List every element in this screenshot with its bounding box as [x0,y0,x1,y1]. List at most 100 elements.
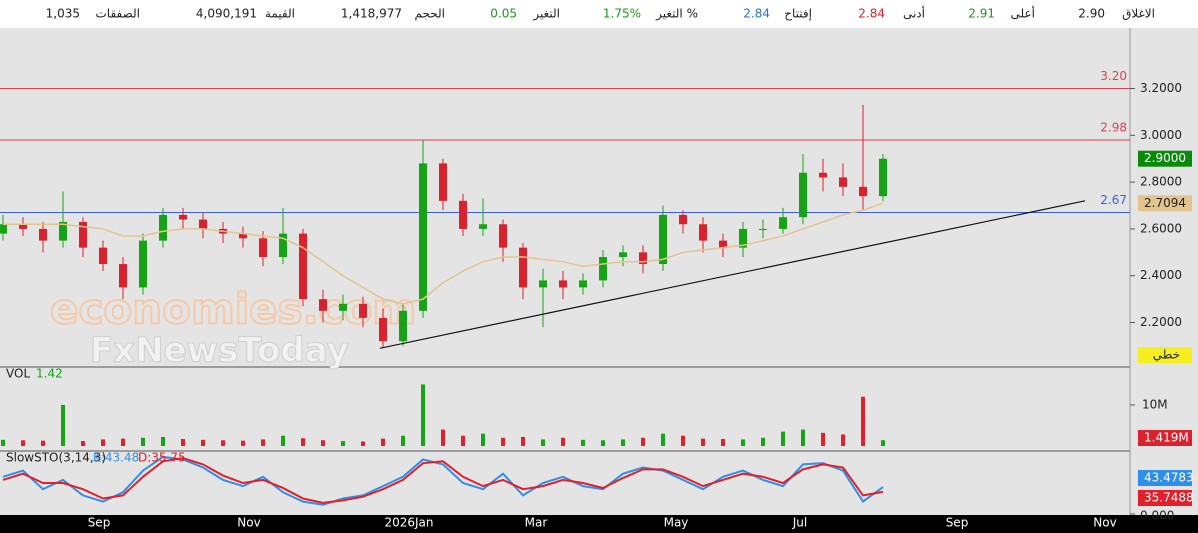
stoch-legend: D:35.75 [138,451,186,465]
volume-bar [741,439,745,446]
volume-bar [361,441,365,446]
volume-bar [661,433,665,446]
moving-average [3,202,884,305]
volume-bar [861,396,865,446]
volume-bar [441,429,445,446]
y-tick-label: 3.2000 [1140,81,1182,95]
candle-body [799,172,807,218]
volume-bar [761,437,765,446]
volume-bar [541,439,545,446]
volume-bar [881,440,885,446]
volume-bar [781,431,785,446]
stoch-legend: K:43.48 [93,451,139,465]
volume-bar [421,384,425,446]
volume-bar [641,437,645,446]
header-value: 2.84 [743,7,770,21]
level-label: 2.67 [1100,193,1127,207]
volume-last-box: 1.419M [1144,431,1189,445]
volume-bar [41,440,45,446]
candle-body [599,257,607,281]
candle-body [839,177,847,187]
x-tick-label: Mar [525,516,548,530]
candle-body [319,299,327,311]
volume-bar [401,435,405,446]
candle-body [0,224,7,234]
x-tick-label: Sep [946,516,969,530]
ma-last: 2.7094 [1144,196,1186,210]
candle-body [759,228,767,230]
candle-body [639,252,647,265]
candle-body [299,233,307,300]
watermark: FxNewsToday [90,331,349,371]
watermark: economies.com [50,285,416,334]
volume-bar [501,437,505,446]
header-label: الاغلاق [1122,7,1155,21]
y-tick-label: 2.2000 [1140,315,1182,329]
volume-bar [341,441,345,446]
level-label: 3.20 [1100,69,1127,83]
candle-body [39,228,47,241]
header-value: 1,035 [46,7,80,21]
volume-bar [521,436,525,446]
header-value: 2.91 [968,7,995,21]
candle-body [559,280,567,288]
trendline [379,200,1086,349]
stoch-box [1138,490,1192,506]
header-label: الحجم [415,7,445,21]
candle-body [539,280,547,288]
y-tick-label: 10M [1142,397,1168,411]
candle-body [819,172,827,178]
candle-body [879,158,887,197]
volume-bar [181,439,185,446]
volume-bar [101,439,105,446]
volume-bar [281,435,285,446]
x-tick-label: Jul [792,516,807,530]
stoch-box-label: 43.4783 [1144,471,1194,485]
volume-bar [801,429,805,446]
last-price: 2.9000 [1144,151,1186,165]
candle-body [19,224,27,229]
volume-bar [61,404,65,446]
header-label: التغير % [655,7,698,22]
volume-bar [321,440,325,446]
volume-bar [81,441,85,446]
volume-bar [581,439,585,446]
header-value: 0.05 [490,7,517,21]
candle-body [399,310,407,342]
header-value: 4,090,191 [196,7,257,21]
candle-body [239,233,247,239]
volume-bar [161,436,165,446]
y-tick-label: 0.000 [1140,509,1174,523]
volume-bar [21,440,25,446]
volume-bar [381,438,385,446]
volume-bar [721,439,725,446]
stoch-box-label: 35.7488 [1144,491,1194,505]
volume-bar [701,438,705,446]
candle-body [279,233,287,258]
candle-body [339,303,347,311]
header-label: أعلى [1011,6,1035,21]
candle-body [679,214,687,225]
stoch-title: SlowSTO(3,14,3) [6,451,106,465]
candle-body [619,252,627,258]
x-tick-label: 2026Jan [384,516,433,530]
y-tick-label: 2.4000 [1140,268,1182,282]
candle-body [359,303,367,318]
candle-body [719,240,727,248]
candle-body [99,247,107,265]
x-tick-label: Nov [1093,516,1116,530]
candle-body [479,224,487,229]
candle-body [379,317,387,342]
y-tick-label: 2.8000 [1140,175,1182,189]
candle-body [419,163,427,311]
volume-bar [241,440,245,446]
header-value: 2.84 [858,7,885,21]
volume-bar [201,439,205,446]
last-price-box [1138,150,1192,167]
header-bar [0,0,1198,28]
header-label: التغير [532,7,560,22]
volume-bar [601,440,605,446]
mode-box [1138,347,1192,363]
header-value: 1,418,977 [341,7,402,21]
